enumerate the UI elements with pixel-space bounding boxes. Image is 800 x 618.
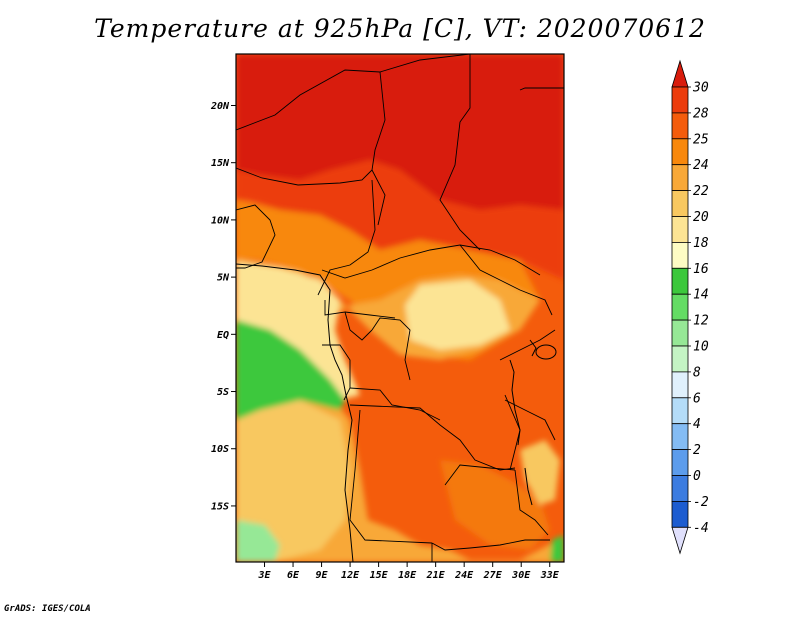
lon-tick-label: 33E <box>540 570 560 581</box>
zone-southeast-orange <box>440 460 550 550</box>
map-frame <box>235 53 565 563</box>
colorbar-band <box>671 423 689 451</box>
country-boundaries <box>236 54 564 562</box>
colorbar-label: 12 <box>693 314 709 329</box>
colorbar-band <box>671 345 689 373</box>
colorbar-band <box>671 397 689 425</box>
colorbar-band <box>671 449 689 476</box>
lon-tick-label: 9E <box>316 570 329 581</box>
colorbar-label: 16 <box>693 262 709 277</box>
colorbar-band <box>671 216 689 243</box>
zone-east-yellow <box>520 440 560 505</box>
colorbar-band <box>671 500 689 528</box>
colorbar-band <box>671 293 689 321</box>
colorbar-label: 8 <box>693 365 701 380</box>
colorbar-label: 14 <box>693 288 709 303</box>
lat-tick-label: 20N <box>210 101 230 112</box>
zone-southwest-yellow <box>236 400 350 562</box>
colorbar-band <box>671 319 689 347</box>
colorbar-label: 4 <box>693 417 701 432</box>
colorbar-label: 24 <box>693 158 709 173</box>
lat-tick-label: 5N <box>217 273 230 284</box>
colorbar-label: 2 <box>693 443 701 458</box>
colorbar-arrow-top <box>671 59 689 88</box>
lat-tick-label: 15N <box>211 158 230 169</box>
colorbar-arrow-bottom <box>671 526 689 555</box>
colorbar-band <box>671 475 689 502</box>
temperature-field <box>236 54 564 562</box>
lon-tick-label: 21E <box>426 570 446 581</box>
lon-axis: 3E 6E 9E 12E 15E 18E 21E 24E 27E 30E 33E <box>257 562 560 581</box>
lat-tick-label: 5S <box>217 387 229 398</box>
zone-ocean-lightgreen <box>236 520 280 562</box>
colorbar-label: -4 <box>693 521 709 536</box>
colorbar-label: 0 <box>693 469 701 484</box>
zone-north-hot <box>236 54 564 210</box>
lon-tick-label: 18E <box>398 570 417 581</box>
lat-tick-label: 15S <box>211 501 229 512</box>
zone-sahel-red <box>236 160 564 280</box>
colorbar-label: 10 <box>693 340 709 355</box>
zone-basin-yellow <box>405 280 510 350</box>
zone-east-green <box>550 535 564 562</box>
colorbar-label: 28 <box>693 106 709 121</box>
lon-tick-label: 30E <box>511 570 531 581</box>
colorbar-band <box>671 138 689 166</box>
colorbar-label: 30 <box>692 81 709 96</box>
lon-tick-label: 24E <box>454 570 474 581</box>
chart-title: Temperature at 925hPa [C], VT: 202007061… <box>94 14 706 43</box>
colorbar-band <box>671 112 689 140</box>
lon-tick-label: 3E <box>257 570 271 581</box>
lat-axis: 20N 15N 10N 5N EQ 5S 10S 15S <box>210 101 236 512</box>
lon-tick-label: 15E <box>370 570 389 581</box>
colorbar-label: 22 <box>693 184 709 199</box>
footer-credit: GrADS: IGES/COLA <box>4 604 91 614</box>
lon-tick-label: 6E <box>287 570 300 581</box>
colorbar-band <box>671 164 689 191</box>
lon-tick-label: 27E <box>483 570 503 581</box>
colorbar-band <box>671 190 689 217</box>
lat-tick-label: 10N <box>211 215 230 226</box>
coastline <box>236 263 354 562</box>
lat-tick-label: 10S <box>211 444 229 455</box>
colorbar-label: -2 <box>693 495 709 510</box>
lat-tick-label: EQ <box>217 330 229 341</box>
zone-ocean-green <box>236 320 345 420</box>
colorbar-band <box>671 241 689 269</box>
lakes <box>509 339 557 506</box>
colorbar-label: 18 <box>693 236 709 251</box>
lon-tick-label: 12E <box>341 570 360 581</box>
colorbar-band <box>671 267 689 295</box>
colorbar-band <box>671 86 689 114</box>
colorbar-label: 6 <box>693 391 701 406</box>
colorbar-label: 25 <box>693 132 709 147</box>
colorbar-label: 20 <box>693 210 709 225</box>
colorbar-band <box>671 371 689 399</box>
